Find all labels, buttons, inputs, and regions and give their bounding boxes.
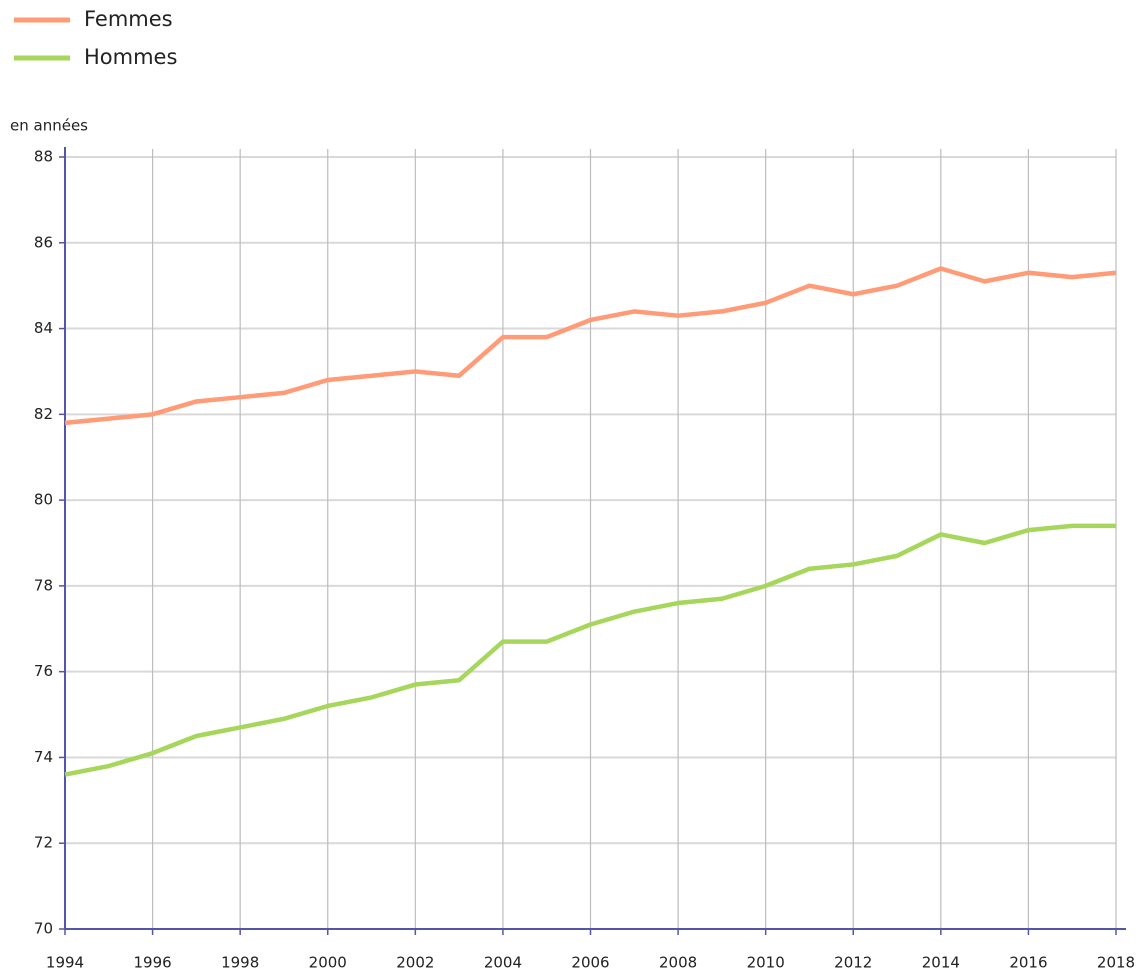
x-tick-label: 1996 [133, 954, 171, 972]
x-tick-label: 2006 [571, 954, 609, 972]
x-tick-label: 2004 [484, 954, 522, 972]
x-tick-label: 2012 [834, 954, 872, 972]
y-tick-label: 84 [34, 319, 53, 337]
x-tick-label: 2014 [922, 954, 960, 972]
y-axis-label: en années [10, 117, 88, 135]
y-tick-label: 76 [34, 662, 53, 680]
x-tick-label: 2010 [747, 954, 785, 972]
line [64, 523, 1116, 777]
y-tick-label: 80 [34, 491, 53, 509]
legend-label: Hommes [84, 45, 177, 69]
x-tick-label: 1998 [221, 954, 259, 972]
y-tick-label: 86 [34, 233, 53, 251]
x-tick-label: 2008 [659, 954, 697, 972]
y-tick-label: 82 [34, 405, 53, 423]
y-tick-label: 88 [34, 148, 53, 166]
x-tick-label: 2000 [309, 954, 347, 972]
y-tick-label: 72 [34, 834, 53, 852]
y-tick-label: 78 [34, 576, 53, 594]
line [64, 266, 1117, 426]
x-tick-label: 2016 [1009, 954, 1047, 972]
x-tick-label: 2018 [1097, 954, 1135, 972]
x-tick-label: 2002 [396, 954, 434, 972]
y-tick-label: 74 [34, 748, 53, 766]
x-tick-label: 1994 [46, 954, 84, 972]
y-tick-label: 70 [34, 920, 53, 938]
legend-label: Femmes [84, 7, 173, 31]
